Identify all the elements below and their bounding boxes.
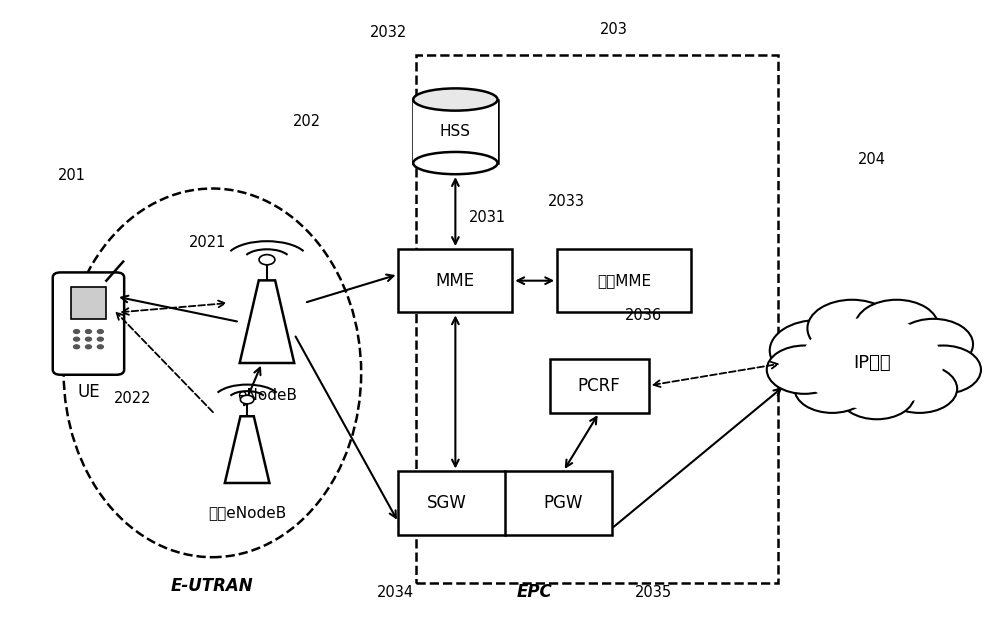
- Text: 203: 203: [600, 22, 628, 37]
- Circle shape: [839, 371, 915, 419]
- Text: 2032: 2032: [370, 25, 408, 41]
- Text: 204: 204: [858, 153, 886, 167]
- Text: 201: 201: [58, 168, 86, 184]
- Text: PGW: PGW: [543, 494, 583, 512]
- Circle shape: [795, 365, 870, 413]
- Text: SGW: SGW: [427, 494, 467, 512]
- Circle shape: [97, 345, 103, 348]
- Bar: [71, 287, 106, 319]
- Text: 2033: 2033: [548, 194, 585, 209]
- Text: 2021: 2021: [189, 235, 226, 250]
- FancyBboxPatch shape: [53, 272, 124, 375]
- Text: 2034: 2034: [377, 585, 414, 600]
- Circle shape: [807, 299, 897, 357]
- Circle shape: [855, 299, 938, 353]
- Circle shape: [240, 395, 254, 404]
- Circle shape: [894, 319, 973, 370]
- Circle shape: [85, 345, 91, 348]
- Circle shape: [800, 317, 943, 409]
- Text: HSS: HSS: [440, 124, 471, 139]
- Text: 202: 202: [293, 114, 321, 129]
- Ellipse shape: [413, 88, 498, 111]
- Circle shape: [906, 346, 981, 394]
- Text: 其它MME: 其它MME: [597, 273, 651, 288]
- Bar: [416, 55, 778, 583]
- Bar: [398, 471, 612, 535]
- Circle shape: [767, 346, 842, 394]
- Bar: [550, 359, 649, 413]
- Bar: [398, 249, 512, 312]
- Text: 2031: 2031: [469, 209, 506, 225]
- Bar: [413, 100, 498, 163]
- Circle shape: [259, 254, 275, 265]
- Polygon shape: [225, 416, 269, 483]
- Text: eNodeB: eNodeB: [237, 388, 297, 403]
- Text: UE: UE: [77, 383, 100, 401]
- Ellipse shape: [413, 152, 498, 175]
- Text: PCRF: PCRF: [578, 377, 621, 395]
- Text: EPC: EPC: [517, 583, 553, 601]
- Circle shape: [770, 320, 865, 381]
- Circle shape: [74, 337, 80, 341]
- Circle shape: [74, 345, 80, 348]
- Text: 2036: 2036: [625, 308, 662, 323]
- Text: E-UTRAN: E-UTRAN: [171, 577, 254, 595]
- Circle shape: [85, 330, 91, 334]
- Circle shape: [882, 365, 957, 413]
- Text: MME: MME: [436, 272, 475, 290]
- Text: 其它eNodeB: 其它eNodeB: [208, 506, 286, 520]
- Circle shape: [74, 330, 80, 334]
- Bar: [557, 249, 691, 312]
- Circle shape: [97, 337, 103, 341]
- Circle shape: [97, 330, 103, 334]
- Text: 2035: 2035: [635, 585, 672, 600]
- Circle shape: [85, 337, 91, 341]
- Text: IP业务: IP业务: [853, 354, 891, 372]
- Text: 2022: 2022: [114, 391, 152, 406]
- Polygon shape: [240, 280, 294, 363]
